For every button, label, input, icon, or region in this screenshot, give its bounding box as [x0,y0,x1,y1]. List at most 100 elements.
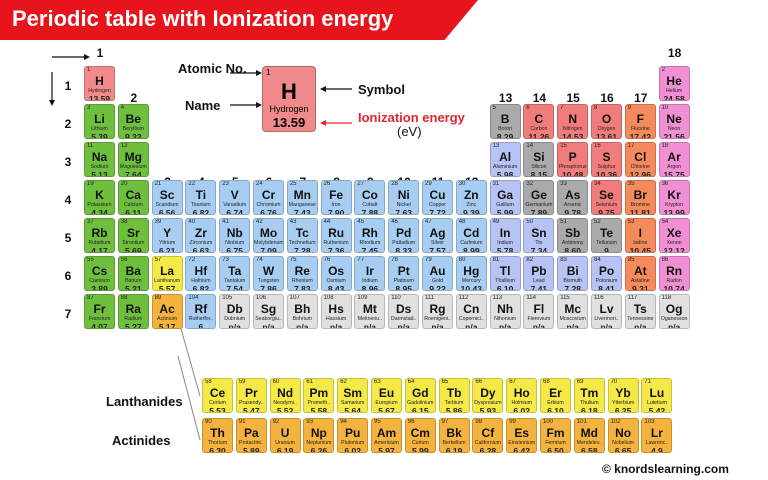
element-symbol: Th [210,426,225,440]
element-name: Lead [533,278,545,284]
element-name: Lithium [91,126,108,132]
element-symbol: Mn [293,188,311,202]
element-symbol: S [602,150,611,164]
element-name: Chlorine [630,164,650,170]
element-ionization-energy: 10.45 [629,246,651,253]
legend-example-name: Hydrogen [269,104,309,114]
element-name: Magnesium [119,164,147,170]
element-name: Fermium [545,440,566,446]
element-symbol: Zn [463,188,479,202]
element-number: 60 [272,379,280,385]
element-ionization-energy: 9.32 [125,132,142,139]
element-cell-tl: 81 Tl Thallium 6.10 [489,256,521,291]
period-label-1: 1 [64,79,72,93]
element-symbol: Hg [463,264,480,278]
element-cell-eu: 63 Eu Europium 5.67 [371,378,402,413]
element-cell-ba: 56 Ba Barium 5.21 [117,256,149,291]
element-symbol: Ac [159,302,175,316]
element-ionization-energy: 9.75 [598,208,615,215]
element-cell-p: 15 P Phosphorus 10.48 [557,142,589,177]
element-number: 7 [560,105,564,111]
element-cell-th: 90 Th Thorium 6.30 [202,418,233,453]
element-ionization-energy: 8.29 [496,132,514,139]
element-number: 24 [256,181,263,187]
element-number: 48 [458,219,466,225]
element-name: Hassium [326,316,347,322]
element-number: 95 [374,419,381,425]
element-symbol: Fr [93,302,106,316]
element-cell-at: 85 At Astatine 9.31 [624,256,656,291]
element-cell-ga: 31 Ga Gallium 5.99 [489,180,521,215]
element-number: 36 [661,181,669,187]
element-number: 17 [627,143,635,149]
element-cell-rh: 45 Rh Rhodium 7.45 [354,218,386,253]
legend-example-symbol: H [281,79,297,104]
element-cell-as: 33 As Arsenic 9.78 [557,180,589,215]
element-symbol: Sn [531,226,547,240]
element-name: Rhenium [291,278,313,284]
element-symbol: Pb [531,264,547,278]
element-cell-co: 27 Co Cobalt 7.88 [354,180,386,215]
element-name: Dubnium [224,316,246,322]
element-ionization-energy: 7.64 [125,170,142,177]
element-cell-mc: 115 Mc Moscovium n/a [557,294,589,329]
element-cell-k: 19 K Potassium 4.34 [84,180,115,215]
element-number: 26 [323,181,331,187]
element-cell-au: 79 Au Gold 9.22 [422,256,453,291]
element-symbol: Sm [343,386,363,400]
element-name: Roentgeni.. [424,316,451,322]
element-ionization-energy: 10.36 [595,170,618,177]
element-symbol: C [534,112,544,126]
group-label-18: 18 [667,46,682,60]
element-symbol: In [499,226,511,240]
element-symbol: H [95,74,104,88]
element-symbol: Ta [228,264,242,278]
element-ionization-energy: 10.74 [663,284,685,291]
element-number: 14 [526,143,534,149]
element-cell-h: 1 H Hydrogen 13.59 [84,66,115,101]
group-label-14: 14 [532,91,547,105]
element-ionization-energy: 6.19 [276,446,294,453]
element-symbol: Rb [91,226,108,240]
element-number: 108 [323,295,334,301]
element-ionization-energy: 6.15 [412,406,429,413]
element-name: Gadolinium [407,400,434,406]
element-cell-np: 93 Np Neptunium 6.26 [303,418,335,453]
element-number: 69 [576,379,584,385]
element-name: Arsenic [564,202,582,208]
element-ionization-energy: 5.89 [243,446,260,453]
element-number: 63 [374,379,381,385]
element-ionization-energy: 6.26 [310,446,328,453]
element-name: Moscovium [559,316,586,322]
element-name: Francium [88,316,111,322]
element-name: Bohrium [292,316,312,322]
element-ionization-energy: 11.81 [629,208,651,215]
element-name: Prometh.. [307,400,331,406]
element-number: 83 [560,257,567,263]
element-symbol: Cs [91,264,108,278]
element-name: Fluorine [630,126,650,132]
element-name: Silicon [531,164,547,170]
element-name: Mendelev.. [576,440,602,446]
element-number: 57 [154,257,162,263]
element-symbol: K [95,188,104,202]
element-symbol: Ca [125,188,141,202]
element-number: 100 [543,419,554,425]
element-name: Cobalt [362,202,378,208]
element-name: Uranium [275,440,295,446]
element-number: 118 [661,295,672,301]
element-number: 39 [154,219,162,225]
element-cell-y: 39 Y Yttrium 6.21 [151,218,183,253]
element-cell-sg: 106 Sg Seaborgiu.. n/a [253,294,284,329]
element-number: 72 [188,257,196,263]
element-ionization-energy: 13.99 [663,208,685,215]
element-symbol: U [280,426,290,440]
element-name: Iodine [633,240,648,246]
element-number: 79 [425,257,432,263]
element-cell-rf: 104 Rf Rutherfor.. 6 [185,294,217,329]
element-symbol: Au [429,264,446,278]
element-ionization-energy: 8.43 [327,284,345,291]
element-ionization-energy: 7.28 [294,246,311,253]
element-ionization-energy: 6.76 [260,208,277,215]
element-symbol: He [666,74,682,88]
